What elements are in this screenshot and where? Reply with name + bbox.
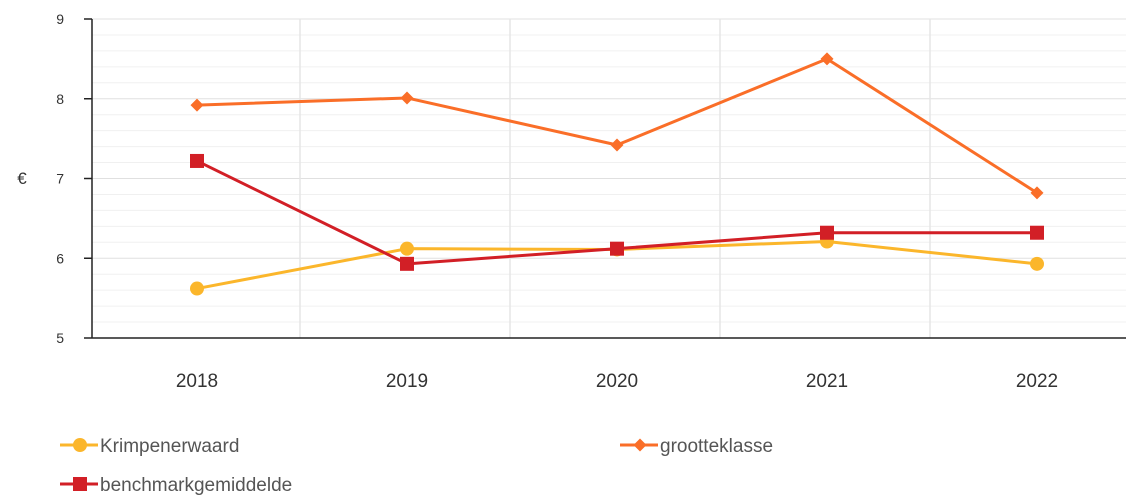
grid: [92, 18, 1126, 339]
y-tick-label: 9: [56, 11, 64, 27]
data-point: [400, 91, 414, 105]
data-point: [190, 281, 204, 296]
legend-item: benchmarkgemiddelde: [60, 475, 292, 495]
legend-label: benchmarkgemiddelde: [100, 475, 292, 495]
series-benchmarkgemiddelde: [190, 153, 1044, 271]
data-point: [1030, 256, 1044, 271]
data-point: [610, 241, 624, 256]
series-group: [190, 52, 1044, 296]
y-axis-label: €: [17, 169, 27, 188]
x-tick-label: 2020: [596, 371, 638, 392]
series-grootteklasse: [190, 52, 1044, 200]
data-point: [820, 225, 834, 240]
data-point: [610, 138, 624, 152]
y-tick-label: 5: [56, 330, 64, 346]
data-point: [400, 241, 414, 256]
x-tick-label: 2022: [1016, 371, 1058, 392]
legend-marker: [73, 438, 87, 452]
legend-item: Krimpenerwaard: [60, 436, 239, 457]
data-point: [400, 256, 414, 271]
legend-item: grootteklasse: [620, 436, 773, 457]
legend: Krimpenerwaard grootteklasse benchmarkgemi…: [60, 436, 773, 495]
legend-label: Krimpenerwaard: [100, 436, 239, 457]
data-point: [820, 52, 834, 66]
axes: 5 6 7 8 9 2018 2019 2020 2021 2022: [56, 11, 1126, 392]
x-tick-label: 2018: [176, 371, 218, 392]
series-line: [196, 57, 1038, 195]
data-point: [1030, 186, 1044, 200]
x-tick-label: 2019: [386, 371, 428, 392]
y-tick-label: 7: [56, 171, 64, 187]
data-point: [190, 98, 204, 112]
x-tick-label: 2021: [806, 371, 848, 392]
data-point: [1030, 225, 1044, 240]
legend-label: grootteklasse: [660, 436, 773, 457]
data-point: [190, 153, 204, 168]
legend-marker: [73, 477, 87, 491]
y-tick-label: 8: [56, 91, 64, 107]
axis-labels: €: [17, 169, 27, 188]
y-tick-label: 6: [56, 250, 64, 266]
legend-marker: [633, 438, 647, 452]
